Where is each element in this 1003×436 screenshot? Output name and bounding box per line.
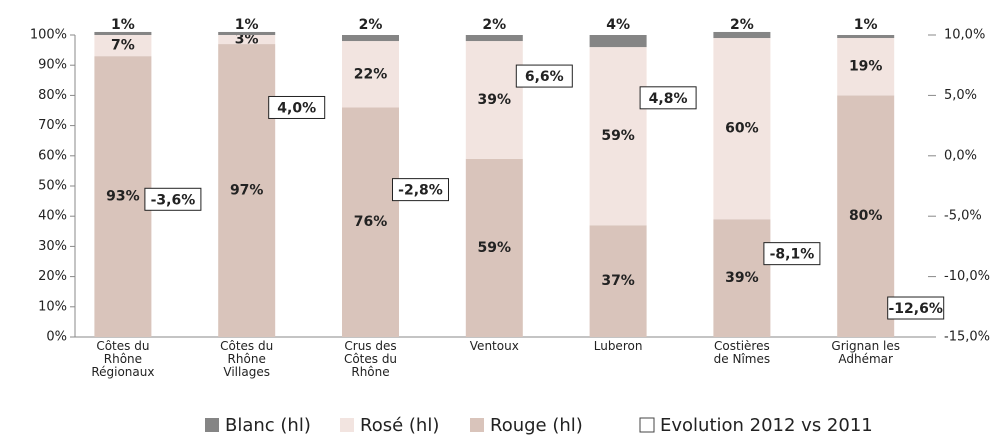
data-label: 60% (725, 121, 759, 137)
data-label: 93% (106, 189, 140, 205)
y-tick-label: 10% (38, 299, 67, 314)
data-label: 39% (478, 92, 512, 108)
legend-swatch (340, 418, 354, 432)
y-tick-label: 30% (38, 239, 67, 254)
bar-segment (713, 31, 771, 39)
data-label: 1% (235, 17, 259, 33)
data-label: 1% (111, 17, 135, 33)
data-label: 7% (111, 38, 135, 54)
x-tick-label: Crus des Côtes du Rhône (343, 340, 398, 379)
y-tick-label: 20% (38, 269, 67, 284)
evolution-label: -12,6% (889, 301, 943, 317)
x-tick-label-box: Luberon (593, 340, 643, 353)
data-label: 3% (235, 32, 259, 48)
data-label: 59% (601, 128, 635, 144)
x-tick-label: Côtes du Rhône Régionaux (91, 340, 155, 379)
y2-tick-label: -5,0% (944, 209, 982, 224)
data-label: 80% (849, 208, 883, 224)
bar-segment (218, 31, 276, 35)
bar-segment (589, 35, 647, 48)
evolution-label: 4,0% (277, 100, 316, 116)
legend-swatch (639, 417, 655, 433)
evolution-box (763, 242, 821, 266)
data-label: 2% (359, 17, 383, 33)
legend-label: Evolution 2012 vs 2011 (660, 415, 873, 436)
bar-segment (837, 35, 895, 39)
bar-segment (94, 35, 152, 57)
y-tick-label: 70% (38, 118, 67, 133)
y2-tick-label: -15,0% (944, 330, 990, 345)
bar-segment (713, 219, 771, 337)
x-tick-label: Grignan les Adhémar (831, 340, 900, 366)
x-tick-label: Luberon (593, 340, 643, 353)
legend-label: Rouge (hl) (490, 415, 583, 436)
evolution-box (392, 178, 449, 202)
y2-tick-label: -10,0% (944, 269, 990, 284)
bar-segment (713, 38, 771, 220)
y-tick-label: 50% (38, 179, 67, 194)
data-label: 37% (601, 273, 635, 289)
bar-segment (465, 41, 523, 159)
data-label: 59% (478, 240, 512, 256)
bar-segment (94, 31, 152, 35)
data-label: 2% (730, 17, 754, 33)
bar-segment (589, 47, 647, 226)
bar-segment (94, 56, 152, 337)
bar-segment (342, 35, 399, 42)
evolution-box (268, 95, 326, 119)
evolution-box (639, 86, 697, 110)
bar-segment (218, 35, 276, 45)
y-tick-label: 90% (38, 58, 67, 73)
data-label: 97% (230, 183, 264, 199)
x-tick-label-box: Côtes du Rhône Villages (220, 340, 274, 379)
legend-label: Blanc (hl) (225, 415, 311, 436)
bar-segment (589, 225, 647, 337)
evolution-label: 6,6% (525, 69, 564, 85)
data-label: 22% (354, 66, 388, 82)
legend-swatch (205, 418, 219, 432)
bar-segment (465, 158, 523, 337)
x-tick-label-box: Ventoux (469, 340, 519, 353)
data-label: 39% (725, 270, 759, 286)
x-tick-label: Ventoux (469, 340, 519, 353)
evolution-label: -2,8% (398, 183, 443, 199)
legend-swatch (470, 418, 484, 432)
evolution-box (515, 64, 573, 88)
x-tick-label-box: Côtes du Rhône Régionaux (91, 340, 155, 379)
y-tick-label: 60% (38, 148, 67, 163)
bar-segment (837, 95, 895, 338)
data-label: 76% (354, 214, 388, 230)
y2-tick-label: 0,0% (944, 148, 977, 163)
y-tick-label: 80% (38, 88, 67, 103)
y-tick-label: 0% (46, 330, 67, 345)
evolution-label: -8,1% (770, 247, 815, 263)
bar-segment (218, 44, 276, 338)
x-tick-label: Costières de Nîmes (713, 340, 771, 366)
bar-segment (342, 41, 399, 108)
evolution-label: 4,8% (649, 91, 688, 107)
x-tick-label-box: Grignan les Adhémar (831, 340, 900, 366)
data-label: 2% (482, 17, 506, 33)
evolution-box (144, 187, 202, 211)
x-tick-label-box: Crus des Côtes du Rhône (343, 340, 398, 379)
y2-tick-label: 5,0% (944, 88, 977, 103)
x-tick-label-box: Costières de Nîmes (713, 340, 771, 366)
data-label: 1% (854, 17, 878, 33)
x-tick-label: Côtes du Rhône Villages (220, 340, 274, 379)
legend-label: Rosé (hl) (360, 415, 439, 436)
bar-segment (342, 107, 399, 337)
data-label: 19% (849, 59, 883, 75)
y-tick-label: 100% (30, 28, 67, 43)
evolution-box (887, 296, 945, 320)
y-tick-label: 40% (38, 209, 67, 224)
y2-tick-label: 10,0% (944, 28, 985, 43)
evolution-label: -3,6% (151, 192, 196, 208)
bar-segment (465, 35, 523, 42)
data-label: 4% (606, 17, 630, 33)
bar-segment (837, 38, 895, 96)
